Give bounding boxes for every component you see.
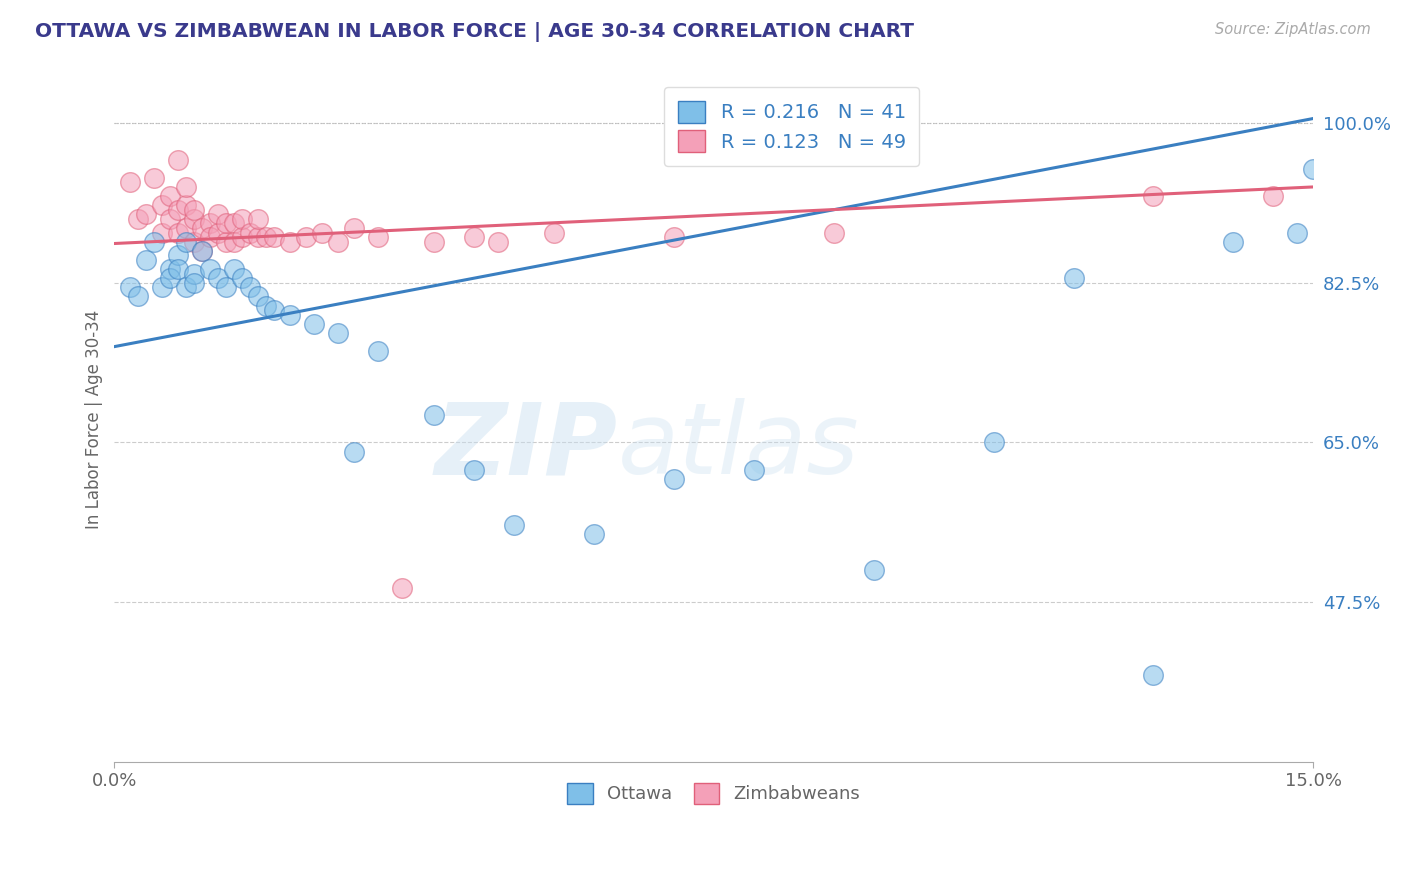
Point bbox=[176, 221, 198, 235]
Point bbox=[254, 230, 277, 244]
Point bbox=[135, 207, 157, 221]
Point bbox=[1142, 189, 1164, 203]
Point bbox=[200, 216, 222, 230]
Point bbox=[176, 235, 198, 249]
Point bbox=[328, 326, 350, 340]
Point bbox=[127, 211, 149, 226]
Point bbox=[263, 230, 285, 244]
Point bbox=[1263, 189, 1285, 203]
Point bbox=[159, 189, 181, 203]
Point bbox=[183, 211, 205, 226]
Point bbox=[167, 262, 190, 277]
Point bbox=[127, 289, 149, 303]
Point bbox=[662, 472, 685, 486]
Point bbox=[239, 280, 262, 294]
Point bbox=[143, 235, 166, 249]
Point bbox=[167, 202, 190, 217]
Point bbox=[231, 271, 253, 285]
Point bbox=[662, 230, 685, 244]
Point bbox=[191, 244, 214, 258]
Point bbox=[167, 226, 190, 240]
Point bbox=[582, 526, 605, 541]
Point bbox=[463, 463, 485, 477]
Point bbox=[543, 226, 565, 240]
Point bbox=[983, 435, 1005, 450]
Point bbox=[367, 230, 389, 244]
Point bbox=[176, 180, 198, 194]
Y-axis label: In Labor Force | Age 30-34: In Labor Force | Age 30-34 bbox=[86, 310, 103, 529]
Point bbox=[1222, 235, 1244, 249]
Point bbox=[1302, 161, 1324, 176]
Point bbox=[215, 216, 238, 230]
Point bbox=[176, 198, 198, 212]
Point bbox=[207, 226, 229, 240]
Point bbox=[150, 226, 173, 240]
Point bbox=[224, 216, 246, 230]
Point bbox=[191, 221, 214, 235]
Point bbox=[503, 517, 526, 532]
Point bbox=[150, 280, 173, 294]
Point bbox=[150, 198, 173, 212]
Point bbox=[1063, 271, 1085, 285]
Point bbox=[143, 170, 166, 185]
Point bbox=[183, 235, 205, 249]
Point bbox=[159, 211, 181, 226]
Point bbox=[343, 444, 366, 458]
Point bbox=[120, 175, 142, 189]
Point bbox=[231, 211, 253, 226]
Point bbox=[120, 280, 142, 294]
Text: Source: ZipAtlas.com: Source: ZipAtlas.com bbox=[1215, 22, 1371, 37]
Point bbox=[263, 303, 285, 318]
Point bbox=[862, 563, 884, 577]
Point bbox=[200, 262, 222, 277]
Point bbox=[391, 582, 413, 596]
Point bbox=[200, 230, 222, 244]
Point bbox=[343, 221, 366, 235]
Point bbox=[367, 344, 389, 359]
Point bbox=[207, 271, 229, 285]
Point bbox=[423, 235, 446, 249]
Point bbox=[247, 289, 270, 303]
Point bbox=[231, 230, 253, 244]
Point bbox=[215, 235, 238, 249]
Legend: Ottawa, Zimbabweans: Ottawa, Zimbabweans bbox=[557, 772, 872, 814]
Point bbox=[328, 235, 350, 249]
Point bbox=[191, 244, 214, 258]
Point bbox=[167, 248, 190, 262]
Point bbox=[247, 230, 270, 244]
Point bbox=[823, 226, 845, 240]
Text: ZIP: ZIP bbox=[434, 399, 617, 495]
Point bbox=[1142, 668, 1164, 682]
Point bbox=[183, 267, 205, 281]
Point bbox=[167, 153, 190, 167]
Text: OTTAWA VS ZIMBABWEAN IN LABOR FORCE | AGE 30-34 CORRELATION CHART: OTTAWA VS ZIMBABWEAN IN LABOR FORCE | AG… bbox=[35, 22, 914, 42]
Point bbox=[486, 235, 509, 249]
Point bbox=[278, 235, 301, 249]
Point bbox=[176, 280, 198, 294]
Point bbox=[423, 408, 446, 422]
Point bbox=[183, 276, 205, 290]
Point bbox=[224, 262, 246, 277]
Point bbox=[239, 226, 262, 240]
Point bbox=[1286, 226, 1309, 240]
Point bbox=[247, 211, 270, 226]
Point bbox=[742, 463, 765, 477]
Point bbox=[254, 299, 277, 313]
Text: atlas: atlas bbox=[617, 399, 859, 495]
Point bbox=[311, 226, 333, 240]
Point bbox=[278, 308, 301, 322]
Point bbox=[207, 207, 229, 221]
Point bbox=[295, 230, 318, 244]
Point bbox=[135, 252, 157, 267]
Point bbox=[159, 262, 181, 277]
Point bbox=[302, 317, 325, 331]
Point bbox=[215, 280, 238, 294]
Point bbox=[183, 202, 205, 217]
Point bbox=[159, 271, 181, 285]
Point bbox=[224, 235, 246, 249]
Point bbox=[463, 230, 485, 244]
